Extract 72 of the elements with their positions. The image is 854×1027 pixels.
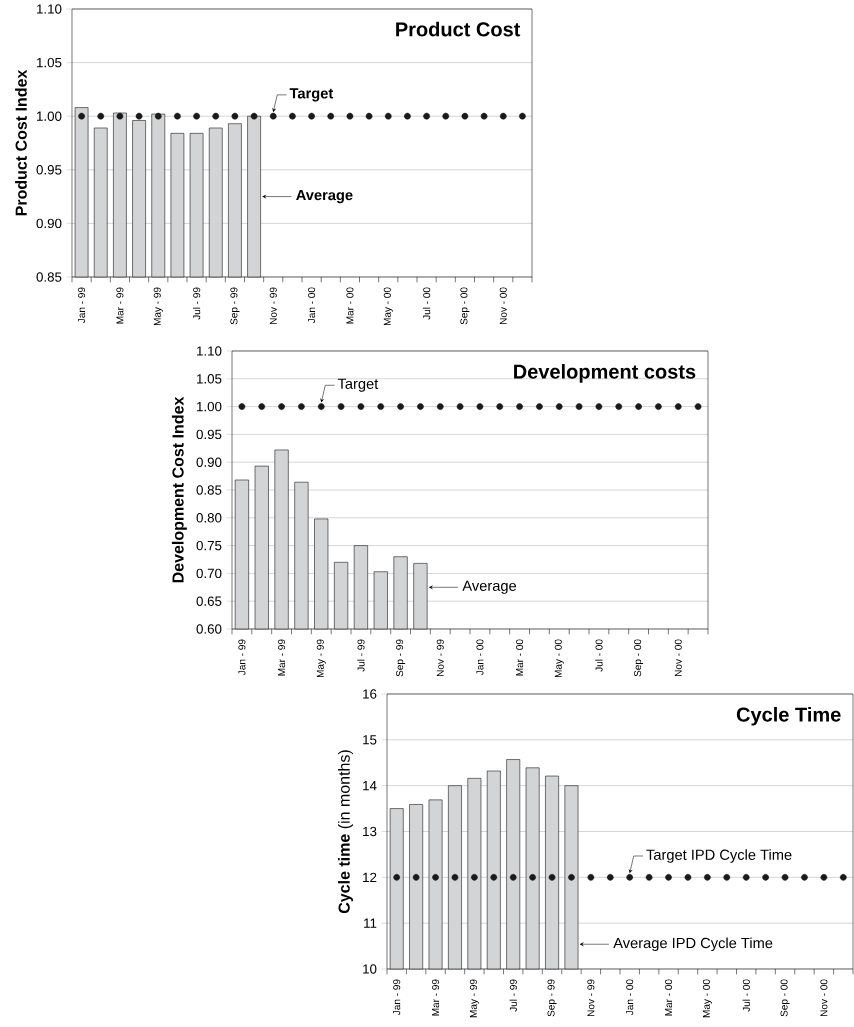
y-tick-label: 12 bbox=[363, 872, 377, 882]
y-tick-label: 1.05 bbox=[197, 374, 222, 384]
y-axis-title: Product Cost Index bbox=[15, 69, 27, 216]
x-tick-label: May - 99 bbox=[469, 979, 479, 1018]
y-tick-label: 1.10 bbox=[37, 4, 62, 14]
y-tick-label: 0.65 bbox=[196, 596, 222, 606]
annotation: Average bbox=[462, 580, 517, 594]
x-tick-label: Jan - 00 bbox=[626, 979, 634, 1016]
annotation: Target IPD Cycle Time bbox=[646, 849, 792, 863]
x-tick-label: Sep - 99 bbox=[396, 639, 406, 677]
y-tick-label: 16 bbox=[363, 689, 377, 699]
y-tick-label: 0.95 bbox=[196, 429, 222, 440]
x-tick-label: Sep - 99 bbox=[230, 287, 240, 325]
x-tick-label: Nov - 99 bbox=[269, 287, 277, 325]
x-tick-label: Nov - 99 bbox=[436, 639, 444, 677]
y-tick-label: 0.85 bbox=[36, 272, 62, 282]
y-tick-label: 0.70 bbox=[196, 568, 222, 579]
x-tick-label: Mar - 99 bbox=[278, 639, 286, 676]
annotation: Target bbox=[337, 378, 379, 392]
y-tick-label: 0.95 bbox=[36, 165, 62, 175]
x-tick-label: May - 99 bbox=[316, 639, 326, 678]
y-tick-label: 0.90 bbox=[196, 457, 222, 467]
x-tick-label: Nov - 00 bbox=[674, 639, 682, 677]
annotation: Target bbox=[289, 88, 334, 102]
y-axis-title: Cycle time (in months) bbox=[338, 750, 353, 914]
text: Product Cost bbox=[396, 21, 521, 37]
x-tick-label: Jul - 99 bbox=[509, 979, 517, 1012]
x-tick-label: Jul - 00 bbox=[595, 639, 603, 672]
x-tick-label: May - 00 bbox=[554, 639, 564, 678]
x-tick-label: Mar - 99 bbox=[432, 979, 440, 1016]
y-tick-label: 0.85 bbox=[196, 485, 222, 495]
x-tick-label: Sep - 99 bbox=[547, 979, 557, 1017]
y-tick-label: 0.60 bbox=[196, 624, 222, 634]
x-tick-label: Jul - 99 bbox=[192, 287, 201, 320]
x-tick-label: Mar - 00 bbox=[346, 287, 354, 324]
x-tick-label: Mar - 00 bbox=[516, 639, 524, 676]
text: Development costs bbox=[514, 364, 696, 383]
annotation: Average IPD Cycle Time bbox=[613, 937, 773, 952]
x-tick-label: Sep - 00 bbox=[780, 979, 790, 1017]
x-tick-label: Sep - 00 bbox=[634, 639, 644, 677]
x-tick-label: Jan - 00 bbox=[308, 287, 316, 324]
y-tick-label: 11 bbox=[364, 918, 377, 928]
y-tick-label: 0.80 bbox=[196, 513, 222, 523]
x-tick-label: May - 00 bbox=[702, 979, 712, 1018]
x-tick-label: Mar - 99 bbox=[116, 287, 124, 324]
x-tick-label: Nov - 00 bbox=[499, 287, 507, 325]
x-tick-label: Jan - 99 bbox=[78, 287, 86, 324]
x-tick-label: Jul - 00 bbox=[742, 979, 750, 1012]
y-tick-label: 10 bbox=[363, 964, 377, 974]
y-tick-label: 1.00 bbox=[37, 111, 62, 121]
text: Cycle Time bbox=[736, 706, 841, 726]
x-tick-label: Nov - 99 bbox=[587, 979, 595, 1017]
x-tick-label: Jul - 99 bbox=[357, 639, 365, 672]
y-tick-label: 14 bbox=[363, 781, 377, 791]
y-tick-label: 1.00 bbox=[197, 401, 222, 412]
x-tick-label: May - 99 bbox=[153, 287, 163, 326]
y-tick-label: 0.90 bbox=[36, 218, 62, 229]
x-tick-label: Jan - 00 bbox=[476, 639, 484, 676]
x-tick-label: Jan - 99 bbox=[393, 979, 401, 1016]
x-tick-label: Nov - 00 bbox=[820, 979, 828, 1017]
x-tick-label: Jul - 00 bbox=[422, 287, 431, 320]
x-tick-label: Mar - 00 bbox=[665, 979, 673, 1016]
annotation: Average bbox=[296, 190, 353, 204]
y-tick-label: 1.10 bbox=[197, 346, 222, 356]
y-axis-title: Development Cost Index bbox=[171, 396, 187, 583]
x-tick-label: May - 00 bbox=[383, 287, 393, 326]
x-tick-label: Sep - 00 bbox=[460, 287, 470, 325]
y-tick-label: 15 bbox=[363, 735, 377, 745]
x-tick-label: Jan - 99 bbox=[238, 639, 246, 676]
y-tick-label: 0.75 bbox=[196, 540, 222, 551]
y-tick-label: 1.05 bbox=[37, 57, 62, 68]
y-tick-label: 13 bbox=[363, 826, 377, 837]
